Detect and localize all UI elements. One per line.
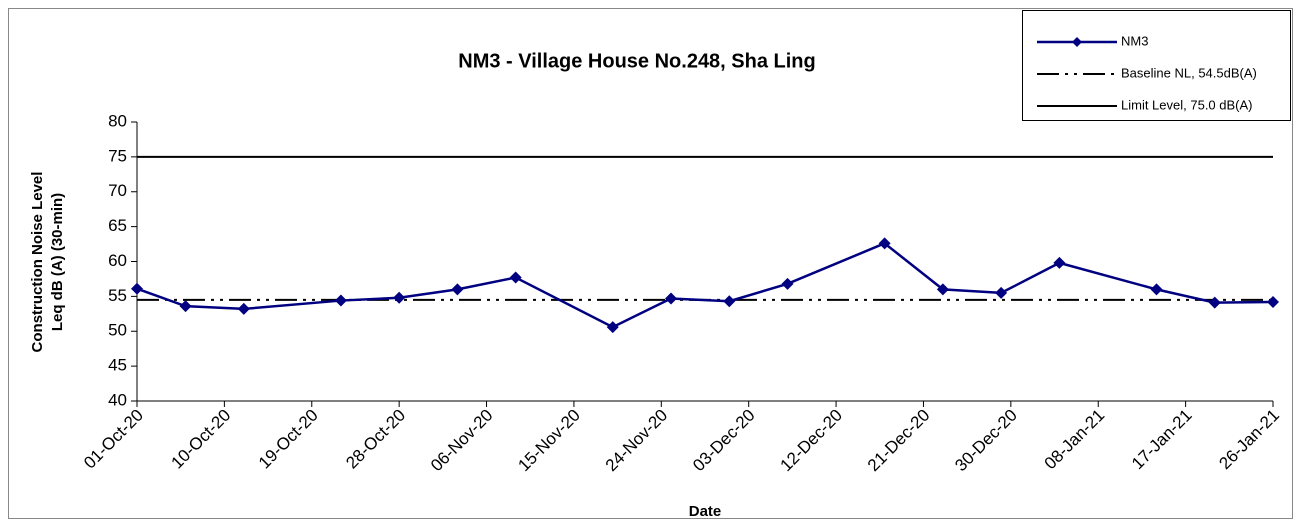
y-tick-label: 50 (108, 321, 127, 340)
data-line (136, 241, 1274, 329)
x-tick-label: 26-Jan-21 (1215, 406, 1283, 474)
data-point (393, 291, 406, 304)
data-point (1208, 296, 1221, 309)
x-tick-label: 01-Oct-20 (80, 406, 147, 473)
x-tick-label: 08-Jan-21 (1041, 406, 1109, 474)
data-point (606, 321, 619, 334)
data-point (179, 300, 192, 313)
data-point (334, 294, 347, 307)
chart-border (8, 8, 1293, 519)
data-point (1053, 256, 1066, 269)
data-point (878, 237, 891, 250)
data-point (1267, 295, 1279, 308)
y-tick-label: 80 (108, 111, 127, 130)
x-tick-label: 06-Nov-20 (427, 406, 497, 476)
x-tick-label: 24-Nov-20 (602, 406, 672, 476)
data-point (723, 295, 736, 308)
y-tick-label: 60 (108, 251, 127, 270)
legend-box (1022, 10, 1291, 121)
y-tick-label: 45 (108, 356, 127, 375)
x-tick-label: 12-Dec-20 (777, 406, 847, 476)
legend-label: Baseline NL, 54.5dB(A) (1121, 65, 1257, 80)
y-axis-label: Leq dB (A) (30-min) (49, 193, 66, 331)
data-point (781, 277, 794, 290)
data-point (451, 283, 464, 296)
x-tick-label: 03-Dec-20 (689, 406, 759, 476)
chart-title: NM3 - Village House No.248, Sha Ling (458, 50, 816, 72)
x-tick-label: 15-Nov-20 (514, 406, 584, 476)
data-point (936, 283, 949, 296)
y-tick-label: 65 (108, 216, 127, 235)
legend-marker (1072, 37, 1082, 47)
x-tick-label: 30-Dec-20 (951, 406, 1021, 476)
y-tick-label: 40 (108, 390, 127, 409)
x-tick-label: 10-Oct-20 (167, 406, 234, 473)
data-point (665, 292, 678, 305)
x-tick-label: 21-Dec-20 (864, 406, 934, 476)
x-axis-label: Date (689, 503, 722, 520)
y-tick-label: 70 (108, 181, 127, 200)
legend-label: Limit Level, 75.0 dB(A) (1121, 97, 1253, 112)
data-point (131, 282, 143, 295)
x-tick-label: 28-Oct-20 (342, 406, 409, 473)
data-point (509, 271, 522, 284)
data-point (1150, 283, 1163, 296)
x-tick-label: 19-Oct-20 (255, 406, 322, 473)
y-tick-label: 55 (108, 286, 127, 305)
y-axis-label: Construction Noise Level (29, 172, 46, 353)
x-tick-label: 17-Jan-21 (1128, 406, 1196, 474)
legend-label: NM3 (1121, 33, 1148, 48)
data-point (237, 302, 250, 315)
data-point (995, 286, 1008, 299)
y-tick-label: 75 (108, 146, 127, 165)
